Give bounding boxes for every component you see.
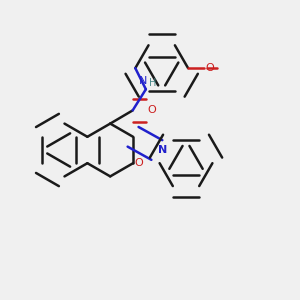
Text: O: O xyxy=(135,158,143,168)
Text: O: O xyxy=(147,105,156,116)
Text: O: O xyxy=(206,63,214,73)
Text: H: H xyxy=(149,78,156,88)
Text: N: N xyxy=(139,76,147,86)
Text: N: N xyxy=(158,145,168,155)
